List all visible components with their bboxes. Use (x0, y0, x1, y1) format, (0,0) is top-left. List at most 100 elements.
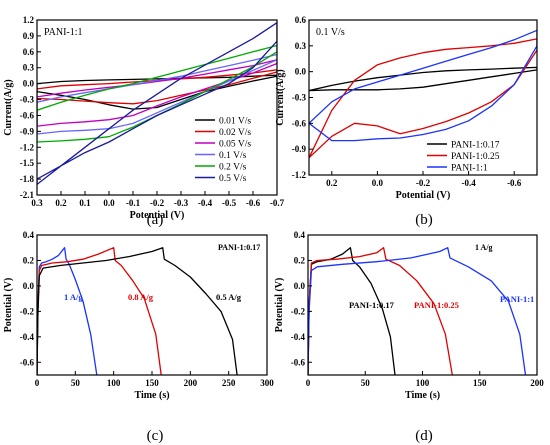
panel-2-chart: 0.2 0.0 -0.2 -0.4 -0.6 0.6 0.3 0.0 -0.3 -0.6 -0.9 -… (275, 15, 538, 201)
panel-4-x-tick-label: 200 (530, 378, 544, 388)
panel-1-x-tick-label: -0.4 (198, 198, 213, 208)
panel-1-y-tick-label: -0.9 (20, 126, 35, 136)
panel-1-x-tick-label: -0.5 (222, 198, 237, 208)
panel-1-legend-label: 0.02 V/s (219, 128, 251, 138)
panel-1-legend-label: 0.2 V/s (219, 163, 247, 173)
panel-2-series-1-line (309, 66, 537, 92)
panel-1-x-tick-label: -0.3 (174, 198, 189, 208)
panel-1-y-tick-label: 0.0 (23, 79, 35, 89)
panel-1-x-tick-label: -0.2 (150, 198, 165, 208)
panel-3-plot-frame (36, 234, 268, 376)
panel-4-x-tick-label: 0 (306, 378, 311, 388)
panel-3-y-tick-label: 0.0 (23, 281, 35, 291)
panel-2-series-3-line (309, 29, 537, 142)
panel-2-legend-label: PANI-1:0.25 (451, 152, 500, 162)
panel-1-y-tick-label: 0.3 (23, 63, 35, 73)
panel-4-x-tick-label: 50 (361, 378, 371, 388)
panel-3-series-label: 1 A/g (64, 292, 83, 302)
panel-3-y-axis-title: Potential (V) (3, 278, 14, 333)
panel-1-y-axis-title: Current(A/g) (3, 79, 14, 135)
panel-1-y-tick-label: -1.5 (20, 158, 35, 168)
panel-4-x-axis-title: Time (s) (405, 390, 440, 401)
panel-1-chart: 0.3 0.2 0.1 0.0 -0.1 -0.2 -0.3 -0.4 -0.5 -0.6 -0.7… (3, 15, 285, 221)
panel-4-series-label: PANI-1:0.17 (349, 300, 395, 310)
panel-2-y-tick-label: 0.3 (295, 41, 307, 51)
panel-1-x-axis-title: Potential (V) (130, 210, 185, 221)
panel-4-y-tick-label: -0.2 (291, 306, 306, 316)
panel-1-legend-label: 0.5 V/s (219, 174, 247, 184)
panel-4-series-label: PANI-1:0.25 (414, 300, 459, 310)
panel-3-series-label: 0.8 A/g (128, 292, 154, 302)
panel-1-x-tick-label: 0.1 (79, 198, 91, 208)
panel-2-y-axis-title: Current(A/g) (275, 69, 286, 125)
panel-1-series-5-line (37, 44, 277, 143)
panel-4-annotation: 1 A/g (475, 243, 493, 252)
panel-3-x-tick-label: 300 (260, 378, 274, 388)
panel-letter-c: (c) (147, 428, 164, 444)
panel-4-y-tick-label: 0.0 (294, 281, 306, 291)
panel-letter-a: (a) (147, 212, 164, 228)
panel-1-x-tick-label: 0.0 (103, 198, 115, 208)
panel-2-y-tick-label: -1.2 (292, 170, 307, 180)
panel-2-y-tick-label: 0.0 (295, 67, 307, 77)
panel-3-series-1-line (37, 247, 98, 375)
panel-3-series-label: 0.5 A/g (216, 292, 242, 302)
panel-letter-b: (b) (415, 212, 433, 228)
panel-3-y-tick-label: -0.4 (20, 332, 35, 342)
panel-1-y-tick-label: -0.6 (20, 110, 35, 120)
panel-1-series-6-line (37, 22, 277, 185)
panel-1-x-tick-label: -0.1 (126, 198, 141, 208)
panel-3-x-tick-label: 0 (35, 378, 40, 388)
panel-letter-d: (d) (415, 428, 433, 444)
panel-3-x-tick-label: 200 (184, 378, 198, 388)
panel-1-y-tick-label: -2.1 (20, 190, 35, 200)
panel-3-series-3-line (37, 247, 238, 375)
panel-1-y-tick-label: 0.9 (23, 31, 35, 41)
panel-3-series-2-line (37, 247, 162, 375)
panel-1-series-4-line (37, 53, 277, 135)
panel-1-y-tick-label: -1.2 (20, 142, 35, 152)
panel-3-chart: 0 50 100 150 200 250 300 0.4 0.2 0.0 -0.2 -0.4 -0.6 T… (3, 230, 274, 401)
panel-1-legend: 0.01 V/s0.02 V/s 0.05 V/s0.1 V/s 0.2 V/s0.… (195, 117, 251, 184)
panel-4-y-tick-label: 0.4 (294, 230, 306, 240)
panel-2-x-tick-label: -0.4 (461, 178, 476, 188)
panel-4-series-2-line (308, 247, 453, 375)
panel-4-y-tick-label: -0.4 (291, 332, 306, 342)
panel-3-y-tick-label: -0.6 (20, 357, 35, 367)
panel-2-y-tick-label: -0.3 (292, 93, 307, 103)
panel-4-y-tick-label: 0.2 (294, 255, 306, 265)
panel-3-x-tick-label: 50 (71, 378, 81, 388)
panel-1-y-tick-label: 1.2 (23, 15, 35, 25)
panel-2-series-2-line (309, 38, 537, 159)
panel-3-y-tick-label: 0.4 (23, 230, 35, 240)
panel-1-y-tick-label: -0.3 (20, 95, 35, 105)
panel-1-series-1-line (37, 74, 277, 110)
panel-1-legend-label: 0.05 V/s (219, 140, 251, 150)
panel-2-legend-label: PANI-1:0.17 (451, 141, 500, 151)
panel-4-y-tick-label: -0.6 (291, 357, 306, 367)
panel-1-series-2-line (37, 69, 277, 105)
panel-1-x-tick-label: -0.6 (246, 198, 261, 208)
panel-4-x-tick-label: 100 (416, 378, 430, 388)
panel-2-x-tick-label: 0.2 (326, 178, 338, 188)
panel-3-x-axis-title: Time (s) (134, 390, 169, 401)
panel-2-legend-label: PANI-1:1 (451, 164, 488, 174)
panel-4-series-label: PANI-1:1 (500, 294, 534, 304)
panel-4-x-tick-label: 150 (473, 378, 487, 388)
panel-1-annotation: PANI-1:1 (44, 27, 83, 38)
panel-3-x-tick-label: 250 (222, 378, 236, 388)
panel-1-x-tick-label: -0.7 (270, 198, 285, 208)
panel-4-chart: 0 50 100 150 200 0.4 0.2 0.0 -0.2 -0.4 -0.6 Time (s… (274, 230, 544, 401)
panel-4-y-axis-title: Potential (V) (274, 278, 285, 333)
panel-4-series-3-line (308, 247, 527, 375)
panel-2-y-tick-label: -0.9 (292, 144, 307, 154)
panel-1-x-tick-label: 0.3 (31, 198, 43, 208)
panel-1-legend-label: 0.01 V/s (219, 117, 251, 127)
panel-2-y-tick-label: -0.6 (292, 118, 307, 128)
panel-1-legend-label: 0.1 V/s (219, 151, 247, 161)
panel-2-x-tick-label: 0.0 (372, 178, 384, 188)
panel-2-annotation: 0.1 V/s (316, 27, 345, 38)
panel-1-y-tick-label: 0.6 (23, 47, 35, 57)
